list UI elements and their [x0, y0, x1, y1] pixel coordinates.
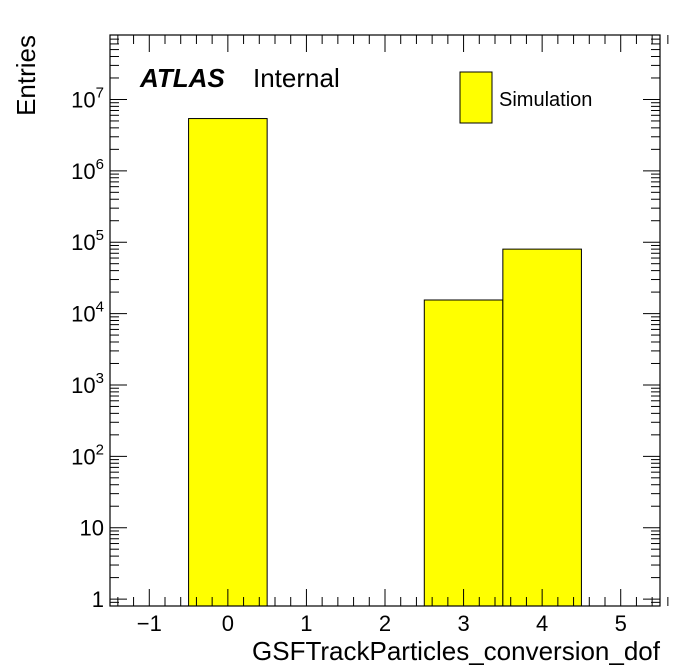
y-tick-label: 105 — [71, 227, 104, 255]
y-tick-label: 107 — [71, 84, 104, 112]
y-tick-label: 106 — [71, 156, 104, 184]
bars-layer — [188, 118, 582, 607]
histogram-bar — [423, 299, 504, 607]
y-tick-label: 10 — [80, 516, 104, 541]
y-tick-label: 103 — [71, 370, 104, 398]
plot-frame — [109, 34, 661, 607]
ticks-layer — [110, 34, 669, 607]
x-tick-label: 2 — [379, 611, 391, 636]
x-tick-label: 5 — [615, 611, 627, 636]
internal-label: Internal — [253, 63, 340, 93]
x-tick-label: 0 — [222, 611, 234, 636]
labels-layer: −1 0 1 2 3 4 5 1 10 102 103 104 105 106 107 — [71, 84, 627, 636]
histogram-bar — [188, 118, 268, 607]
legend-swatch — [459, 71, 493, 124]
y-axis-title: Entries — [11, 35, 41, 116]
legend-label: Simulation — [499, 89, 592, 111]
histogram-bar — [502, 248, 582, 607]
x-tick-label: 4 — [536, 611, 548, 636]
x-tick-label: 3 — [457, 611, 469, 636]
atlas-label: ATLAS — [139, 63, 225, 93]
y-tick-label: 1 — [92, 587, 104, 612]
y-tick-label: 102 — [71, 441, 104, 469]
x-tick-label: −1 — [137, 611, 162, 636]
y-tick-label: 104 — [71, 299, 104, 327]
x-axis-title: GSFTrackParticles_conversion_dof — [252, 636, 661, 666]
x-tick-label: 1 — [300, 611, 312, 636]
